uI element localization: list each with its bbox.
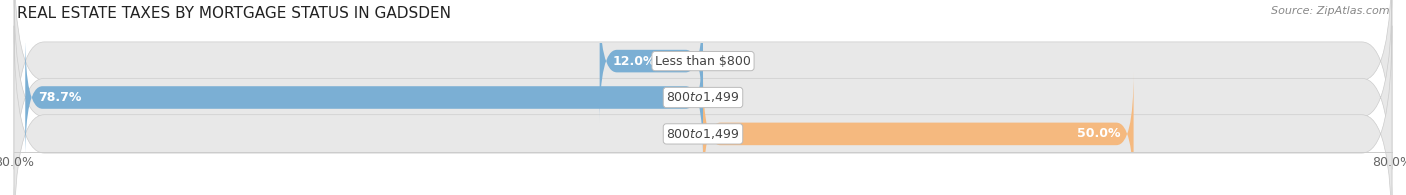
FancyBboxPatch shape [14,0,1392,195]
Text: Less than $800: Less than $800 [655,55,751,68]
FancyBboxPatch shape [14,0,1392,169]
Text: 12.0%: 12.0% [613,55,657,68]
Text: 0.0%: 0.0% [711,91,744,104]
Text: 0.0%: 0.0% [662,127,695,140]
FancyBboxPatch shape [599,0,703,123]
Text: $800 to $1,499: $800 to $1,499 [666,127,740,141]
FancyBboxPatch shape [14,26,1392,195]
Text: 78.7%: 78.7% [38,91,82,104]
Text: REAL ESTATE TAXES BY MORTGAGE STATUS IN GADSDEN: REAL ESTATE TAXES BY MORTGAGE STATUS IN … [17,6,451,21]
FancyBboxPatch shape [25,36,703,159]
Text: 0.0%: 0.0% [711,55,744,68]
Text: Source: ZipAtlas.com: Source: ZipAtlas.com [1271,6,1389,16]
Text: $800 to $1,499: $800 to $1,499 [666,90,740,105]
FancyBboxPatch shape [703,72,1133,195]
Text: 50.0%: 50.0% [1077,127,1121,140]
